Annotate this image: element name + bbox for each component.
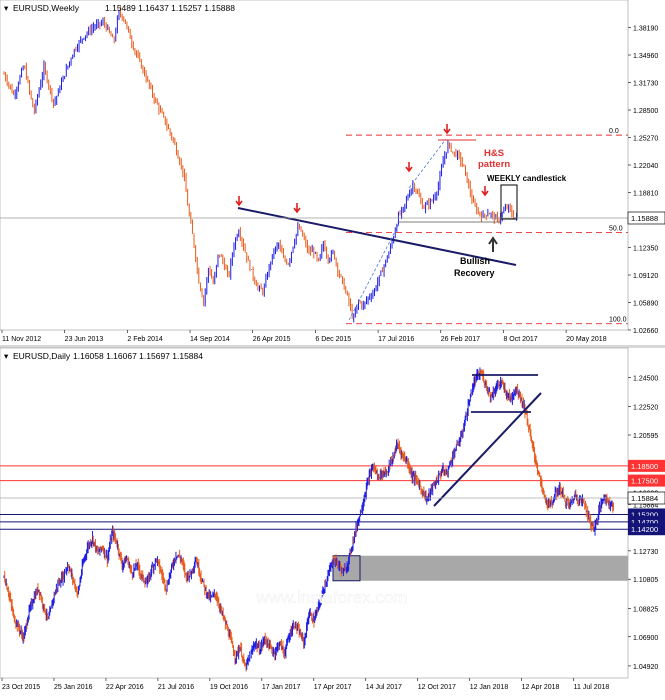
key-level-label: 1.18500: [631, 462, 658, 471]
x-tick-label: 12 Apr 2018: [522, 684, 560, 691]
arrow-down-icon: [405, 162, 413, 173]
weekly-current-price-label: 1.15888: [631, 214, 658, 223]
demand-zone: [333, 555, 628, 581]
up-arrow-icon: [488, 236, 498, 252]
weekly-candlestick-note: WEEKLY candlestick: [487, 174, 567, 183]
x-tick-label: 22 Apr 2016: [106, 684, 144, 691]
key-level-tag: [628, 523, 665, 536]
daily-current-price-label: 1.15884: [631, 494, 658, 503]
daily-ohlc: 1.16058 1.16067 1.15697 1.15884: [73, 351, 203, 361]
x-tick-label: 17 Jan 2017: [262, 684, 301, 691]
y-tick-label: 1.05890: [633, 301, 658, 308]
daily-uptrend-line: [433, 392, 542, 507]
y-tick-label: 1.04920: [633, 664, 658, 671]
daily-title: EURUSD,Daily: [13, 351, 71, 361]
x-tick-label: 11 Nov 2012: [2, 336, 41, 343]
daily-x-axis: 23 Oct 2015 25 Jan 2016 22 Apr 2016 21 Jul …: [1, 678, 610, 691]
weekly-header-arrow: ▾: [4, 3, 9, 13]
demand-zone-box: [332, 555, 361, 582]
fib-level-label: 50.0: [609, 226, 623, 233]
weekly-chart-background: [0, 0, 665, 345]
daily-header-arrow: ▾: [4, 351, 9, 361]
x-tick-label: 6 Dec 2015: [315, 336, 351, 343]
x-tick-label: 23 Jun 2013: [65, 336, 104, 343]
x-tick-label: 8 Oct 2017: [503, 336, 537, 343]
weekly-x-axis: 11 Nov 2012 23 Jun 2013 2 Feb 2014 14 Sep 2…: [1, 330, 607, 343]
key-level-label: 1.17500: [631, 477, 658, 486]
y-tick-label: 1.22040: [633, 163, 658, 170]
weekly-hs-label-1: H&S: [484, 148, 504, 159]
x-tick-label: 14 Jul 2017: [366, 684, 402, 691]
y-tick-label: 1.12350: [633, 246, 658, 253]
x-tick-label: 2 Feb 2014: [127, 336, 163, 343]
panel-separator: [0, 345, 665, 348]
y-tick-label: 1.25270: [633, 136, 658, 143]
daily-chart-panel: 1.245001.225201.205951.185001.175001.166…: [0, 347, 665, 695]
daily-current-price-tag: [627, 491, 665, 505]
key-level-tag: [628, 474, 665, 487]
daily-candles: [3, 367, 615, 672]
weekly-title: EURUSD,Weekly: [13, 3, 80, 13]
y-tick-label: 1.06900: [633, 635, 658, 642]
y-tick-label: 1.10805: [633, 577, 658, 584]
arrow-down-icon: [443, 124, 451, 135]
x-tick-label: 25 Jan 2016: [54, 684, 93, 691]
x-tick-label: 20 May 2018: [566, 336, 607, 343]
x-tick-label: 23 Oct 2015: [2, 684, 40, 691]
x-tick-label: 12 Oct 2017: [418, 684, 456, 691]
weekly-candlestick-box: [500, 184, 518, 220]
weekly-current-price-tag: [627, 211, 665, 225]
x-tick-label: 21 Jul 2016: [158, 684, 194, 691]
y-tick-label: 1.31730: [633, 81, 658, 88]
weekly-trendline-neckline: [237, 207, 517, 266]
y-tick-label: 1.18810: [633, 191, 658, 198]
arrow-down-icon: [481, 186, 489, 197]
weekly-ohlc: 1.15489 1.16437 1.15257 1.15888: [105, 3, 235, 13]
key-level-label: 1.14700: [631, 518, 658, 527]
arrow-down-icon: [235, 196, 243, 207]
x-tick-label: 26 Feb 2017: [441, 336, 480, 343]
weekly-bullish-label-2: Recovery: [454, 268, 495, 278]
x-tick-label: 26 Apr 2015: [253, 336, 291, 343]
y-tick-label: 1.09120: [633, 273, 658, 280]
x-tick-label: 12 Jan 2018: [470, 684, 509, 691]
key-level-label: 1.15200: [631, 510, 658, 519]
x-tick-label: 17 Apr 2017: [314, 684, 352, 691]
weekly-trendline-dotted-up-2: [408, 138, 447, 189]
y-tick-label: 1.22520: [633, 405, 658, 412]
y-tick-label: 1.24500: [633, 375, 658, 382]
y-tick-label: 1.08825: [633, 606, 658, 613]
weekly-red-arrows: [235, 124, 489, 214]
x-tick-label: 17 Jul 2016: [378, 336, 414, 343]
x-tick-label: 19 Oct 2016: [210, 684, 248, 691]
weekly-hs-label-2: pattern: [478, 159, 510, 170]
y-tick-label: 1.20595: [633, 433, 658, 440]
y-tick-label: 1.15884: [633, 502, 658, 509]
y-tick-label: 1.38190: [633, 26, 658, 33]
y-tick-label: 1.28500: [633, 108, 658, 115]
weekly-chart-panel: 1.38190 1.34960 1.31730 1.28500 1.25270 1.220…: [0, 0, 665, 345]
arrow-down-icon: [293, 203, 301, 214]
y-tick-label: 1.02660: [633, 328, 658, 335]
fib-level-label: 100.0: [609, 317, 627, 324]
weekly-trendline-dotted-up: [348, 221, 401, 321]
weekly-candles: [3, 6, 518, 323]
daily-demand-zone: [332, 555, 628, 582]
watermark: www.instaforex.com: [255, 588, 407, 607]
y-tick-label: 1.12730: [633, 549, 658, 556]
weekly-fibonacci-levels: 0.0 50.0 100.0: [346, 128, 628, 325]
fib-level-label: 0.0: [609, 128, 619, 135]
weekly-bullish-label-1: Bullish: [460, 256, 490, 266]
key-level-label: 1.14200: [631, 525, 658, 534]
key-level-tag: [628, 459, 665, 472]
x-tick-label: 14 Sep 2014: [190, 336, 230, 343]
y-tick-label: 1.34960: [633, 53, 658, 60]
x-tick-label: 11 Jul 2018: [574, 684, 610, 691]
